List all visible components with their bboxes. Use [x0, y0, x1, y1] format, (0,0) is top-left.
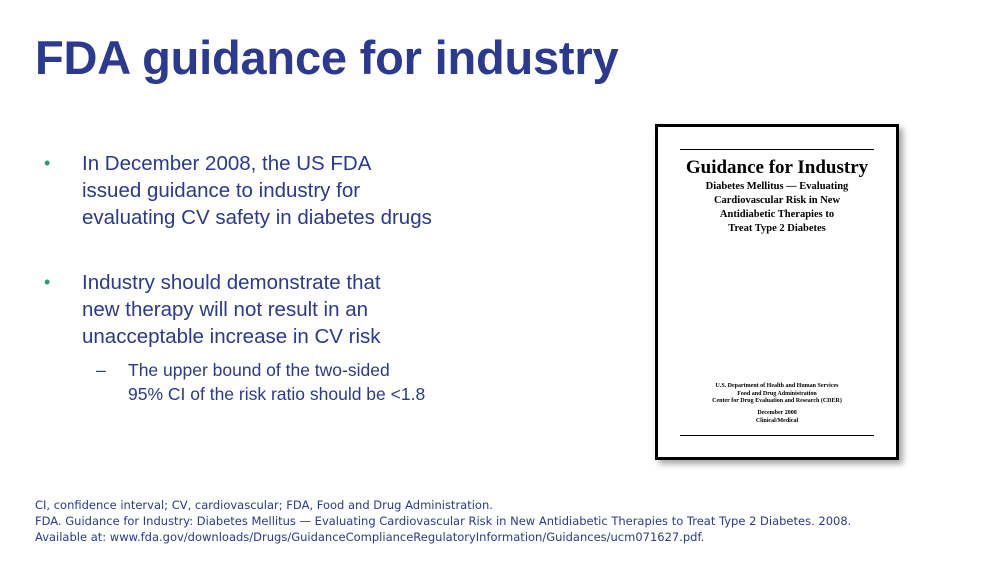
bullet-marker: • [44, 272, 51, 292]
cover-date-line: December 2008 [757, 410, 797, 416]
bullet-line: issued guidance to industry for [82, 179, 361, 202]
cover-subtitle-line: Antidiabetic Therapies to [719, 209, 835, 220]
footnote-url: Available at: www.fda.gov/downloads/Drug… [35, 530, 705, 544]
cover-date-line: Clinical/Medical [755, 417, 799, 424]
bullet-line: unacceptable increase in CV risk [82, 325, 381, 348]
slide-title: FDA guidance for industry [35, 31, 619, 84]
bullet-list: • In December 2008, the US FDA issued gu… [40, 150, 480, 406]
sub-bullet-item: – The upper bound of the two-sided 95% C… [96, 358, 480, 406]
cover-subtitle: Diabetes Mellitus — Evaluating Cardiovas… [678, 180, 876, 236]
cover-agency-line: U.S. Department of Health and Human Serv… [715, 383, 839, 389]
cover-agency-line: Center for Drug Evaluation and Research … [712, 398, 842, 404]
sub-bullet-line: 95% CI of the risk ratio should be <1.8 [128, 384, 426, 404]
footnote-abbreviations: CI, confidence interval; CV, cardiovascu… [35, 498, 493, 512]
bullet-text: Industry should demonstrate that new the… [82, 269, 381, 350]
bullet-line: In December 2008, the US FDA [82, 152, 372, 175]
cover-top-rule [680, 149, 874, 150]
cover-bottom-rule [680, 435, 874, 436]
guidance-document-cover: Guidance for Industry Diabetes Mellitus … [655, 124, 899, 460]
footnote-reference: FDA. Guidance for Industry: Diabetes Mel… [35, 514, 852, 528]
cover-date: December 2008 Clinical/Medical [668, 410, 886, 425]
bullet-line: Industry should demonstrate that [82, 271, 381, 294]
cover-subtitle-line: Cardiovascular Risk in New [713, 195, 841, 206]
footnotes: CI, confidence interval; CV, cardiovascu… [35, 497, 851, 545]
cover-subtitle-line: Treat Type 2 Diabetes [728, 223, 826, 234]
cover-title: Guidance for Industry [685, 157, 869, 178]
bullet-line: new therapy will not result in an [82, 298, 369, 321]
bullet-marker: • [44, 153, 51, 173]
sub-bullet-text: The upper bound of the two-sided 95% CI … [128, 358, 425, 406]
bullet-item: • Industry should demonstrate that new t… [40, 269, 480, 350]
cover-agency-line: Food and Drug Administration [737, 390, 817, 397]
cover-subtitle-line: Diabetes Mellitus — Evaluating [705, 181, 849, 192]
bullet-line: evaluating CV safety in diabetes drugs [82, 206, 432, 229]
sub-bullet-line: The upper bound of the two-sided [128, 360, 390, 380]
sub-bullet-marker: – [96, 360, 106, 380]
cover-agency: U.S. Department of Health and Human Serv… [668, 383, 886, 406]
bullet-item: • In December 2008, the US FDA issued gu… [40, 150, 480, 231]
bullet-text: In December 2008, the US FDA issued guid… [82, 150, 432, 231]
